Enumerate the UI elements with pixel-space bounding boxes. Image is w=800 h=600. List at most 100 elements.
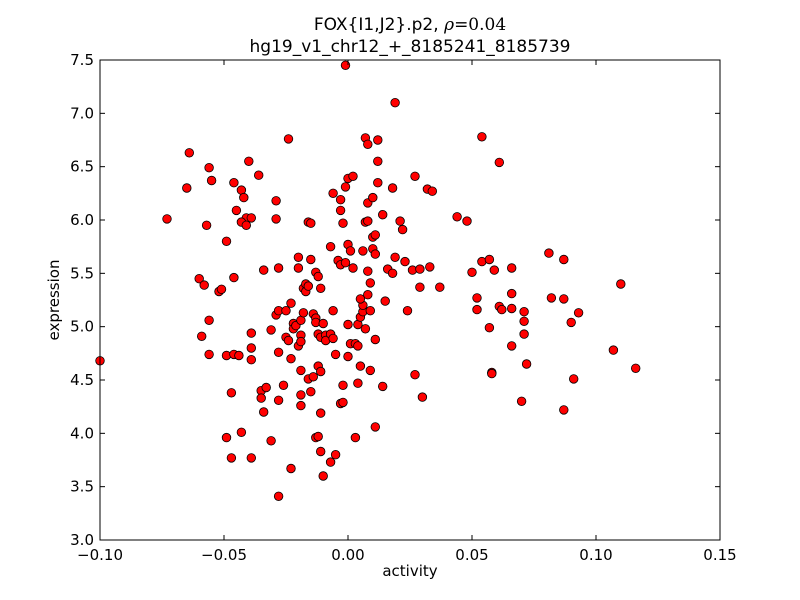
data-point <box>373 177 383 188</box>
data-point <box>241 220 252 231</box>
data-point <box>271 214 281 224</box>
y-tick-label: 3.0 <box>70 531 94 549</box>
data-point <box>348 263 358 273</box>
data-point <box>507 303 517 314</box>
data-point <box>559 405 569 415</box>
data-point <box>353 378 363 388</box>
data-point <box>397 224 408 235</box>
data-point <box>306 254 316 265</box>
x-tick-label: 0.15 <box>703 546 736 564</box>
data-point <box>573 308 584 318</box>
data-point <box>338 380 348 391</box>
data-point <box>370 230 381 240</box>
data-point <box>328 333 338 344</box>
data-point <box>246 328 257 338</box>
data-point <box>335 194 346 205</box>
data-point <box>360 324 371 334</box>
data-point <box>487 368 497 379</box>
data-point <box>608 345 619 355</box>
data-point <box>338 397 348 408</box>
x-tick-label: 0.00 <box>331 546 364 564</box>
data-point <box>216 284 227 295</box>
x-tick-label: −0.05 <box>201 546 247 564</box>
data-point <box>286 298 296 308</box>
data-point <box>273 263 284 273</box>
data-point <box>365 365 376 376</box>
data-point <box>226 453 237 463</box>
data-point <box>365 306 376 316</box>
data-point <box>345 246 356 256</box>
data-point <box>544 248 554 258</box>
data-point <box>497 304 507 315</box>
data-point <box>435 282 445 292</box>
data-point <box>569 374 579 384</box>
data-point <box>308 372 319 382</box>
data-point <box>162 214 172 224</box>
data-point <box>343 351 353 362</box>
data-point <box>246 343 257 353</box>
data-point <box>325 241 336 252</box>
data-point <box>246 355 257 365</box>
data-point <box>415 264 425 274</box>
data-point <box>410 171 420 182</box>
y-axis-label: expression <box>45 260 63 341</box>
data-point <box>306 387 316 397</box>
data-point <box>380 296 390 306</box>
data-point <box>286 463 296 474</box>
y-tick-label: 6.5 <box>70 158 94 176</box>
data-point <box>363 290 373 300</box>
data-point <box>516 396 527 407</box>
data-point <box>293 252 304 262</box>
data-point <box>355 294 366 304</box>
data-point <box>363 266 373 276</box>
data-point <box>229 272 239 283</box>
data-point <box>363 139 373 150</box>
data-point <box>226 388 237 398</box>
data-point <box>201 220 212 231</box>
x-tick-label: 0.10 <box>579 546 612 564</box>
data-point <box>519 307 529 317</box>
data-point <box>194 274 204 284</box>
data-point <box>229 177 239 188</box>
data-point <box>363 216 373 226</box>
data-point <box>221 432 232 443</box>
data-point <box>472 293 482 303</box>
chart-subtitle: hg19_v1_chr12_+_8185241_8185739 <box>250 37 571 57</box>
data-points <box>95 60 641 502</box>
x-tick-label: 0.05 <box>455 546 488 564</box>
data-point <box>355 361 366 371</box>
data-point <box>477 132 487 142</box>
data-point <box>316 408 326 418</box>
data-point <box>281 306 291 316</box>
data-point <box>387 268 398 279</box>
data-point <box>296 365 306 376</box>
data-point <box>204 162 214 173</box>
data-point <box>358 246 368 256</box>
data-point <box>378 381 388 392</box>
data-point <box>338 218 348 228</box>
data-point <box>370 422 381 432</box>
data-point <box>373 156 383 167</box>
data-point <box>415 282 425 292</box>
data-point <box>204 349 214 360</box>
data-point <box>365 278 376 288</box>
data-point <box>378 209 388 220</box>
data-point <box>266 436 276 446</box>
y-tick-label: 4.0 <box>70 424 94 442</box>
y-tick-label: 5.5 <box>70 264 94 282</box>
data-point <box>425 262 435 272</box>
data-point <box>303 281 314 291</box>
data-point <box>370 249 381 259</box>
data-point <box>196 331 207 342</box>
data-point <box>182 183 192 193</box>
data-point <box>559 254 569 265</box>
x-tick-label: −0.10 <box>77 546 123 564</box>
data-point <box>259 265 269 275</box>
data-point <box>283 335 294 346</box>
data-point <box>335 205 346 216</box>
data-point <box>254 170 264 180</box>
data-point <box>298 308 309 318</box>
y-tick-label: 6.0 <box>70 211 94 229</box>
data-point <box>519 329 529 339</box>
